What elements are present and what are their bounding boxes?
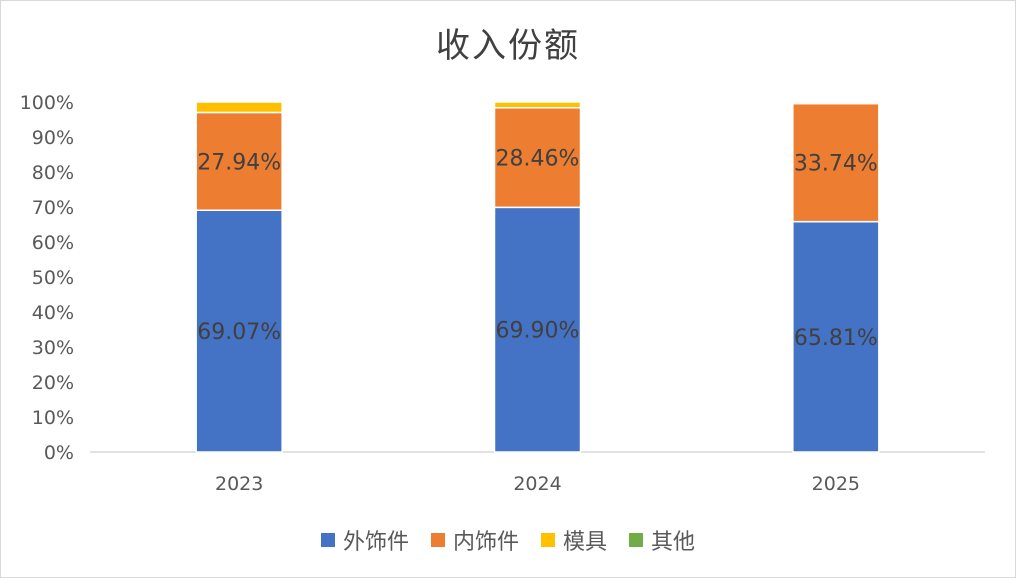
y-tick-label: 70% xyxy=(32,197,74,219)
y-tick-label: 90% xyxy=(32,127,74,149)
legend-item: 其他 xyxy=(629,524,695,556)
y-tick-label: 30% xyxy=(32,337,74,359)
legend-item: 内饰件 xyxy=(430,524,519,556)
legend-swatch xyxy=(320,533,335,547)
chart-legend: 外饰件 内饰件 模具 其他 xyxy=(0,524,1016,556)
bar-segment xyxy=(493,106,582,209)
legend-label: 模具 xyxy=(563,530,608,555)
bar-segment xyxy=(195,209,283,453)
legend-label: 其他 xyxy=(651,530,696,555)
data-label: 28.46% xyxy=(496,147,580,172)
data-label: 65.81% xyxy=(794,326,878,351)
legend-swatch xyxy=(629,533,644,547)
y-tick-label: 100% xyxy=(20,92,74,114)
y-tick-label: 0% xyxy=(44,442,74,464)
legend-swatch xyxy=(541,533,555,547)
bar-segment xyxy=(792,101,880,105)
legend-label: 外饰件 xyxy=(342,530,409,555)
bar-segment xyxy=(792,102,880,223)
data-label: 69.07% xyxy=(197,320,281,345)
bar-segment xyxy=(195,101,283,114)
x-tick-label: 2024 xyxy=(513,473,561,495)
y-tick-label: 80% xyxy=(32,162,74,184)
bar-segment xyxy=(792,220,880,453)
legend-item: 模具 xyxy=(541,524,607,556)
y-tick-label: 60% xyxy=(32,232,74,254)
legend-item: 外饰件 xyxy=(320,524,409,556)
chart-title: 收入份额 xyxy=(436,26,580,66)
legend-swatch xyxy=(430,533,445,547)
bar-segment xyxy=(493,101,582,109)
data-label: 27.94% xyxy=(197,150,281,175)
x-tick-label: 2025 xyxy=(812,473,860,495)
y-tick-label: 50% xyxy=(32,267,74,289)
y-tick-label: 40% xyxy=(32,302,74,324)
data-label: 33.74% xyxy=(794,152,878,177)
y-tick-label: 10% xyxy=(32,407,74,429)
data-label: 69.90% xyxy=(496,319,580,344)
x-tick-label: 2023 xyxy=(215,473,263,495)
y-tick-label: 20% xyxy=(32,372,74,394)
bar-segment xyxy=(493,206,582,453)
legend-label: 内饰件 xyxy=(452,530,519,555)
